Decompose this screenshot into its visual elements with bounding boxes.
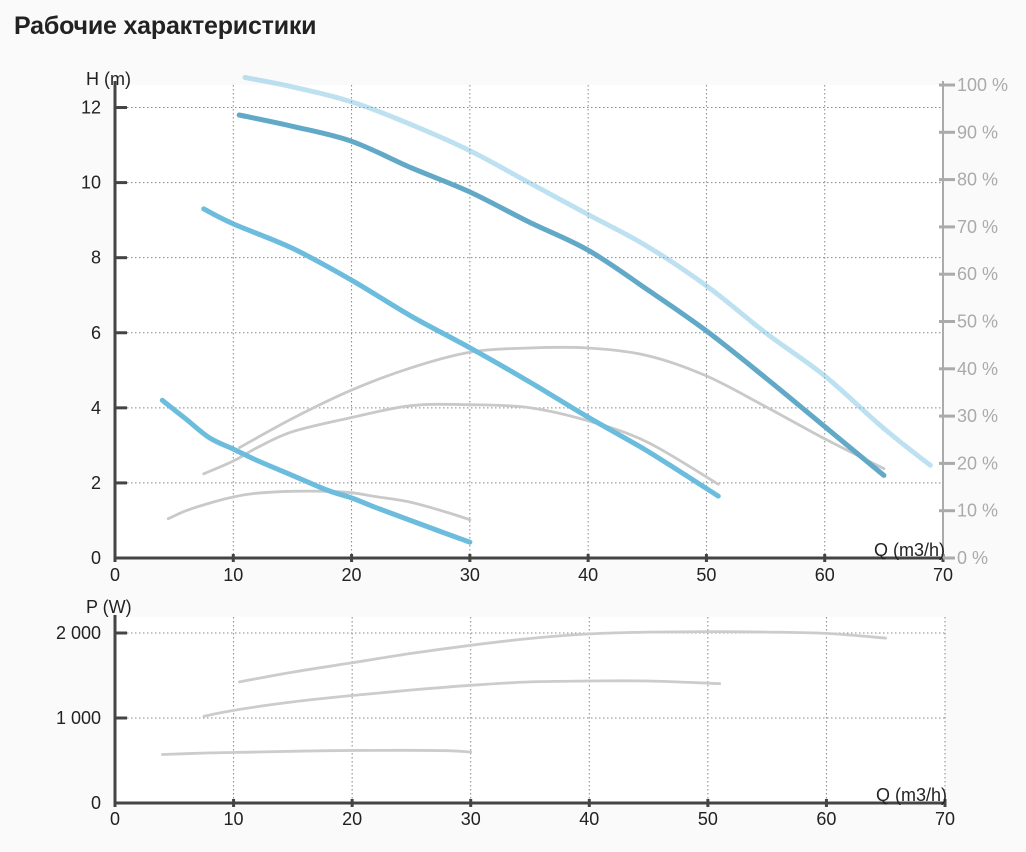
head-y-tick-label: 8: [91, 248, 101, 268]
power-curve-1: [161, 748, 473, 756]
head-plot-area: [115, 85, 943, 558]
eff-curve-3: [237, 345, 886, 470]
efficiency-tick-label: 90 %: [957, 122, 998, 142]
head-y-axis-title: H (m): [86, 69, 131, 89]
head-curve-3: [236, 112, 887, 478]
power-y-tick-label: 0: [91, 793, 101, 813]
power-y-tick-label: 1 000: [56, 708, 101, 728]
head-x-tick-label: 40: [578, 565, 598, 585]
efficiency-tick-label: 70 %: [957, 217, 998, 237]
head-x-axis-title: Q (m3/h): [874, 540, 945, 560]
page-title: Рабочие характеристики: [14, 12, 317, 40]
efficiency-tick-label: 100 %: [957, 75, 1008, 95]
head-x-tick-label: 30: [460, 565, 480, 585]
efficiency-tick-label: 80 %: [957, 170, 998, 190]
head-curve-1: [159, 397, 473, 545]
power-plot-area: [115, 617, 945, 803]
power-x-tick-label: 30: [461, 809, 481, 829]
power-y-axis-title: P (W): [86, 597, 132, 617]
head-curve-2: [201, 206, 721, 499]
efficiency-tick-label: 40 %: [957, 359, 998, 379]
efficiency-tick-label: 20 %: [957, 453, 998, 473]
head-x-tick-label: 0: [110, 565, 120, 585]
head-y-tick-label: 12: [81, 98, 101, 118]
efficiency-tick-label: 0 %: [957, 548, 988, 568]
power-y-tick-label: 2 000: [56, 623, 101, 643]
head-y-tick-label: 0: [91, 548, 101, 568]
head-curve-max: [242, 75, 934, 469]
power-x-tick-label: 40: [579, 809, 599, 829]
head-y-tick-label: 6: [91, 323, 101, 343]
power-x-tick-label: 50: [698, 809, 718, 829]
power-x-tick-label: 0: [110, 809, 120, 829]
eff-curve-2: [202, 402, 720, 486]
head-x-tick-label: 70: [933, 565, 953, 585]
power-curve-2: [202, 679, 722, 718]
efficiency-tick-label: 50 %: [957, 312, 998, 332]
power-chart-panel: 0 10 20 30 40 50 60 70 0 1 000 2 000 P (W) Q (m3/h): [56, 597, 955, 829]
power-x-tick-label: 20: [342, 809, 362, 829]
eff-curve-1: [166, 489, 472, 522]
power-x-tick-label: 60: [816, 809, 836, 829]
head-y-tick-label: 4: [91, 398, 101, 418]
head-chart-panel: 0 10 20 30 40 50 60 70 0 2 4 6 8 10 12 0 % 10 % 20 % 30 % 4…: [81, 69, 1008, 585]
efficiency-tick-label: 60 %: [957, 264, 998, 284]
efficiency-tick-label: 30 %: [957, 406, 998, 426]
efficiency-tick-label: 10 %: [957, 501, 998, 521]
head-y-tick-label: 2: [91, 473, 101, 493]
head-x-tick-label: 10: [223, 565, 243, 585]
power-curve-3: [238, 630, 888, 684]
power-x-tick-label: 10: [224, 809, 244, 829]
power-x-axis-title: Q (m3/h): [876, 785, 947, 805]
head-y-tick-label: 10: [81, 173, 101, 193]
head-x-tick-label: 60: [815, 565, 835, 585]
power-x-tick-label: 70: [935, 809, 955, 829]
head-x-tick-label: 50: [696, 565, 716, 585]
head-x-tick-label: 20: [342, 565, 362, 585]
